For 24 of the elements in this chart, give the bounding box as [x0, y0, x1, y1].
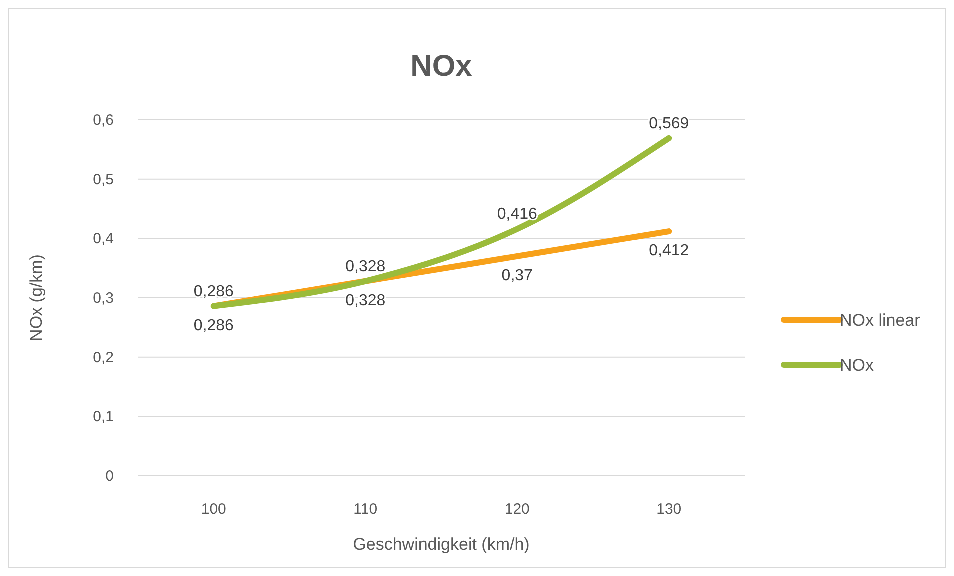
- y-tick-label: 0,5: [93, 171, 114, 188]
- y-tick-label: 0,3: [93, 290, 114, 307]
- data-label: 0,328: [346, 258, 386, 276]
- y-tick-label: 0,2: [93, 349, 114, 366]
- y-tick-label: 0,4: [93, 230, 114, 248]
- data-label: 0,412: [649, 242, 690, 260]
- x-tick-label: 120: [504, 501, 530, 518]
- data-label: 0,286: [194, 283, 234, 300]
- data-label: 0,328: [346, 292, 386, 310]
- data-label: 0,416: [497, 206, 538, 224]
- y-tick-label: 0: [106, 468, 114, 485]
- x-tick-label: 100: [201, 501, 226, 518]
- y-tick-label: 0,1: [93, 408, 114, 426]
- x-tick-label: 130: [656, 501, 682, 518]
- x-axis-title: Geschwindigkeit (km/h): [353, 535, 530, 554]
- y-axis-title: NOx (g/km): [27, 254, 46, 342]
- y-tick-label: 0,6: [93, 112, 114, 129]
- data-label: 0,286: [194, 317, 234, 334]
- chart-title: NOx: [410, 50, 473, 83]
- legend-label: NOx linear: [840, 311, 921, 330]
- legend-label: NOx: [840, 356, 874, 375]
- data-label: 0,37: [502, 267, 534, 284]
- x-tick-label: 110: [354, 501, 378, 518]
- data-label: 0,569: [649, 115, 690, 132]
